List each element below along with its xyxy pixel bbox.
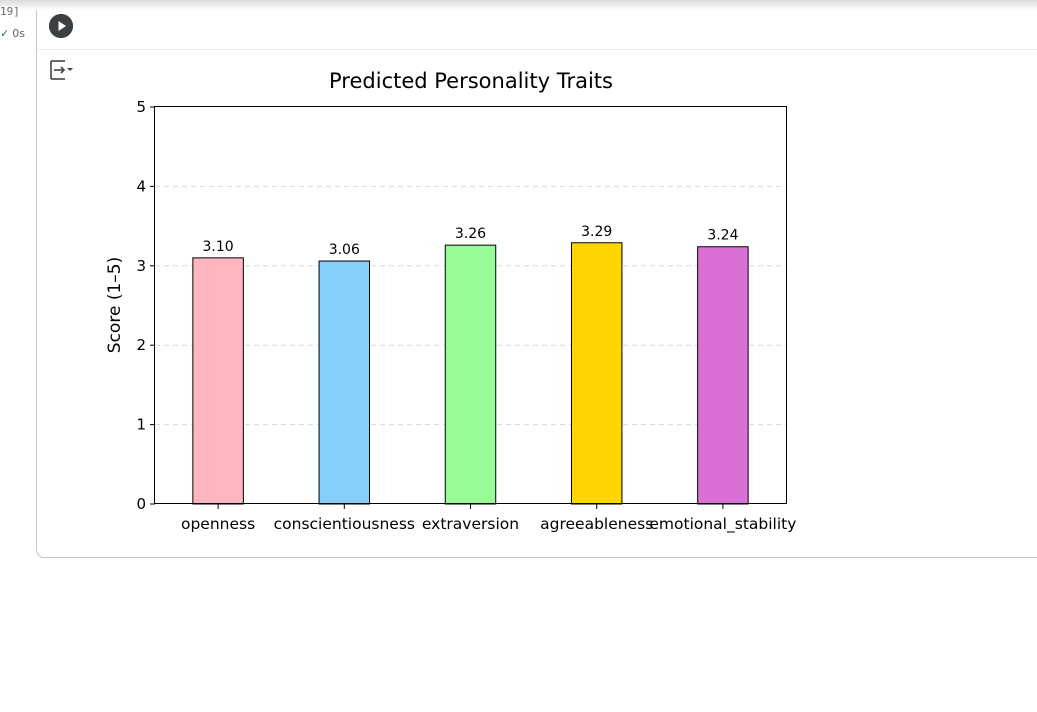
execution-status: ✓ 0s <box>0 27 25 40</box>
bar-extraversion <box>444 244 497 505</box>
cell-output-divider <box>37 49 1037 50</box>
bar-value-label: 3.29 <box>581 224 612 240</box>
check-icon: ✓ <box>0 27 10 40</box>
bar-value-label: 3.06 <box>329 242 360 258</box>
output-toggle-icon <box>50 60 73 80</box>
toolbar-shadow <box>0 0 1037 10</box>
bar-value-label: 3.26 <box>455 226 486 242</box>
y-tick-label: 3 <box>136 257 146 275</box>
x-tick-label: conscientiousness <box>274 515 415 533</box>
bar-openness <box>192 257 244 505</box>
bar-agreeableness <box>570 242 623 505</box>
y-tick-label: 2 <box>136 336 146 354</box>
execution-count: 19] <box>0 5 20 18</box>
play-circle-icon <box>49 14 73 38</box>
y-tick-label: 0 <box>136 495 146 513</box>
bar-emotional_stability <box>697 246 749 505</box>
bars <box>192 242 749 505</box>
x-tick-label: openness <box>181 515 255 533</box>
x-tick-label: agreeableness <box>540 515 653 533</box>
bar-value-label: 3.10 <box>203 239 234 255</box>
output-toggle-button[interactable] <box>48 58 76 82</box>
code-cell <box>36 10 1037 558</box>
y-ticks: 0 1 2 3 4 5 <box>136 98 155 513</box>
plot-frame <box>154 106 787 504</box>
x-tick-label: extraversion <box>422 515 519 533</box>
x-tick-label: emotional_stability <box>649 515 796 534</box>
y-tick-label: 1 <box>136 416 146 434</box>
chart-title: Predicted Personality Traits <box>329 69 613 93</box>
run-cell-button[interactable] <box>49 14 73 38</box>
bar-conscientiousness <box>318 260 371 505</box>
y-axis-label: Score (1–5) <box>105 257 125 353</box>
x-ticks: openness conscientiousness extraversion agr… <box>181 504 796 534</box>
y-tick-label: 5 <box>136 98 146 116</box>
bar-value-labels: 3.10 3.06 3.26 3.29 3.24 <box>203 224 739 258</box>
execution-time: 0s <box>12 27 25 40</box>
bar-value-label: 3.24 <box>707 228 738 244</box>
y-tick-label: 4 <box>136 177 146 195</box>
